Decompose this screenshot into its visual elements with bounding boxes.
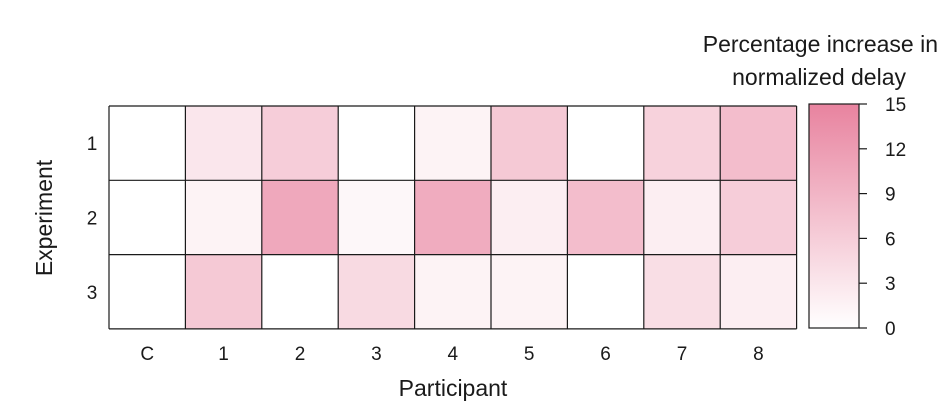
y-tick-label: 2 [87, 208, 98, 229]
x-tick-label: 6 [600, 344, 611, 365]
heatmap-cell-exp2-p4 [414, 180, 491, 255]
heatmap-cell-exp1-p6 [567, 106, 644, 181]
heatmap-cell-exp2-pC [109, 180, 186, 255]
x-tick-label: 8 [753, 344, 764, 365]
y-axis-label: Experiment [31, 159, 57, 276]
heatmap-cells [109, 106, 797, 329]
x-tick-label: 5 [524, 344, 535, 365]
heatmap-cell-exp3-p8 [720, 254, 797, 329]
heatmap-cell-exp2-p5 [491, 180, 568, 255]
x-tick-label: 2 [295, 344, 306, 365]
colorbar-tick-label: 3 [885, 274, 896, 295]
colorbar-title-line-1: Percentage increase in [703, 31, 938, 57]
heatmap-cell-exp1-p2 [261, 106, 339, 181]
heatmap-cell-exp2-p6 [567, 180, 644, 255]
colorbar-tick-label: 9 [885, 185, 896, 206]
heatmap-cell-exp1-pC [109, 106, 186, 181]
colorbar-gradient [808, 103, 860, 329]
heatmap-cell-exp2-p7 [643, 180, 721, 255]
heatmap-cell-exp1-p5 [491, 106, 568, 181]
x-axis-label: Participant [399, 375, 508, 401]
heatmap-cell-exp1-p8 [720, 106, 797, 181]
x-tick-label: 7 [677, 344, 688, 365]
heatmap-cell-exp2-p8 [720, 180, 797, 255]
y-tick-label: 1 [87, 134, 98, 155]
heatmap-cell-exp3-p5 [491, 254, 568, 329]
heatmap-cell-exp2-p1 [185, 180, 262, 255]
colorbar-tick-label: 6 [885, 229, 896, 250]
heatmap-grid [108, 105, 798, 330]
heatmap-cell-exp3-p7 [643, 254, 721, 329]
heatmap-cell-exp1-p4 [414, 106, 491, 181]
colorbar-title-line-2: normalized delay [732, 64, 906, 90]
heatmap-cell-exp2-p3 [338, 180, 415, 255]
x-axis-ticks: C 1 2 3 4 5 6 7 8 [140, 344, 763, 365]
y-tick-label: 3 [87, 283, 98, 304]
colorbar-tick-label: 12 [885, 140, 906, 161]
heatmap-cell-exp3-p2 [261, 254, 339, 329]
x-tick-label: 3 [371, 344, 382, 365]
heatmap-cell-exp3-p4 [414, 254, 491, 329]
colorbar: 0 3 6 9 12 15 Percentage increase in normaliz… [703, 31, 938, 340]
x-tick-label: C [140, 344, 154, 365]
heatmap-cell-exp3-p6 [567, 254, 644, 329]
colorbar-tick-label: 15 [885, 95, 906, 116]
heatmap-cell-exp3-pC [109, 254, 186, 329]
heatmap-cell-exp1-p1 [185, 106, 262, 181]
x-tick-label: 1 [218, 344, 229, 365]
y-axis-ticks: 1 2 3 [87, 134, 98, 304]
heatmap-cell-exp1-p7 [643, 106, 721, 181]
x-tick-label: 4 [448, 344, 459, 365]
heatmap-cell-exp3-p1 [185, 254, 262, 329]
colorbar-tick-label: 0 [885, 319, 896, 340]
heatmap-cell-exp3-p3 [338, 254, 415, 329]
heatmap-cell-exp1-p3 [338, 106, 415, 181]
colorbar-ticks: 0 3 6 9 12 15 [859, 95, 906, 340]
heatmap-cell-exp2-p2 [261, 180, 339, 255]
